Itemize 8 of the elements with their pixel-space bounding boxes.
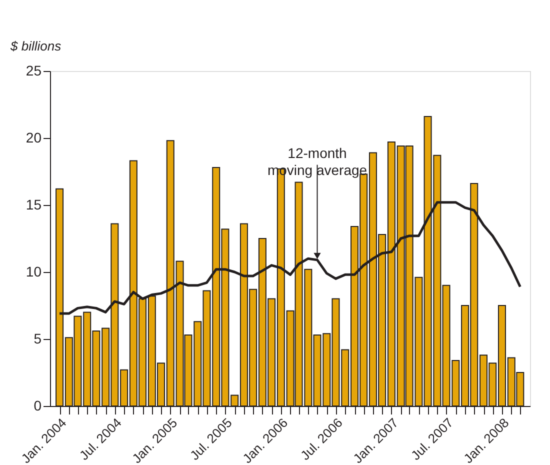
y-tick-label: 10	[26, 264, 42, 280]
y-tick-label: 0	[34, 398, 42, 414]
y-axis-title: $ billions	[10, 38, 62, 54]
y-tick-label: 25	[26, 62, 42, 78]
annotation: 12-month moving average	[267, 144, 368, 178]
y-tick-label: 20	[26, 130, 42, 146]
y-tick-label: 5	[34, 330, 42, 346]
y-tick-label: 15	[26, 196, 42, 212]
